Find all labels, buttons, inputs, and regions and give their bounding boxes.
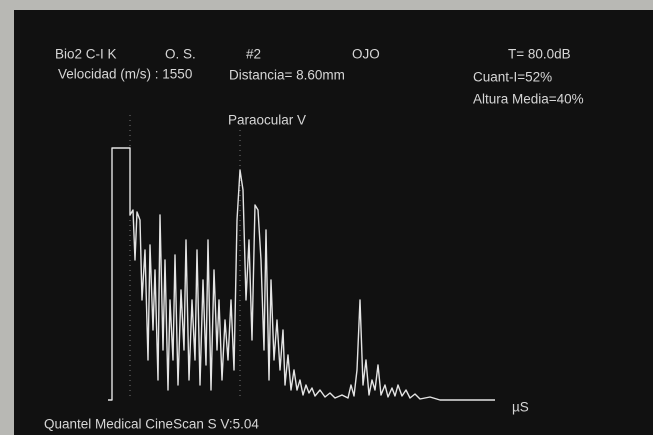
distance-label: Distancia= 8.60mm — [229, 68, 345, 83]
gain-label: T= 80.0dB — [508, 47, 571, 62]
mode-label: OJO — [352, 47, 380, 62]
quant-label: Cuant-I=52% — [473, 70, 552, 85]
patient-label: Bio2 C-I K — [55, 47, 117, 62]
display: Bio2 C-I K O. S. #2 OJO T= 80.0dB Veloci… — [0, 0, 653, 435]
ultrasound-screen: Bio2 C-I K O. S. #2 OJO T= 80.0dB Veloci… — [0, 0, 653, 435]
unit-label: µS — [512, 400, 529, 415]
scan-number: #2 — [246, 47, 261, 62]
eye-label: O. S. — [165, 47, 196, 62]
scan-label: Paraocular V — [228, 113, 306, 128]
velocity-label: Velocidad (m/s) : 1550 — [58, 67, 192, 82]
mean-height-label: Altura Media=40% — [473, 92, 584, 107]
device-label: Quantel Medical CineScan S V:5.04 — [44, 417, 259, 432]
